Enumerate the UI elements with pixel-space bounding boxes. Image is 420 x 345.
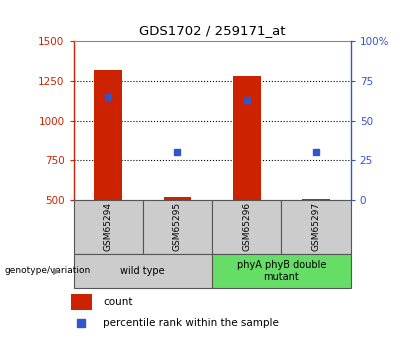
Bar: [233, 76, 261, 200]
Bar: [212, 200, 281, 254]
Text: GSM65295: GSM65295: [173, 202, 182, 252]
Text: wild type: wild type: [121, 266, 165, 276]
Bar: [74, 200, 143, 254]
Text: count: count: [103, 297, 133, 307]
Bar: [302, 198, 330, 200]
Text: genotype/variation: genotype/variation: [4, 266, 90, 275]
Text: GSM65297: GSM65297: [312, 202, 320, 252]
Text: percentile rank within the sample: percentile rank within the sample: [103, 318, 279, 327]
Text: phyA phyB double
mutant: phyA phyB double mutant: [237, 260, 326, 282]
Bar: [164, 197, 192, 200]
Bar: [143, 200, 212, 254]
Bar: [281, 200, 351, 254]
Bar: [212, 254, 351, 288]
Text: GSM65296: GSM65296: [242, 202, 251, 252]
Title: GDS1702 / 259171_at: GDS1702 / 259171_at: [139, 24, 285, 38]
Text: GSM65294: GSM65294: [104, 202, 113, 252]
Bar: [94, 70, 122, 200]
Text: ▶: ▶: [52, 266, 60, 276]
Bar: [74, 254, 212, 288]
Bar: [71, 294, 92, 310]
